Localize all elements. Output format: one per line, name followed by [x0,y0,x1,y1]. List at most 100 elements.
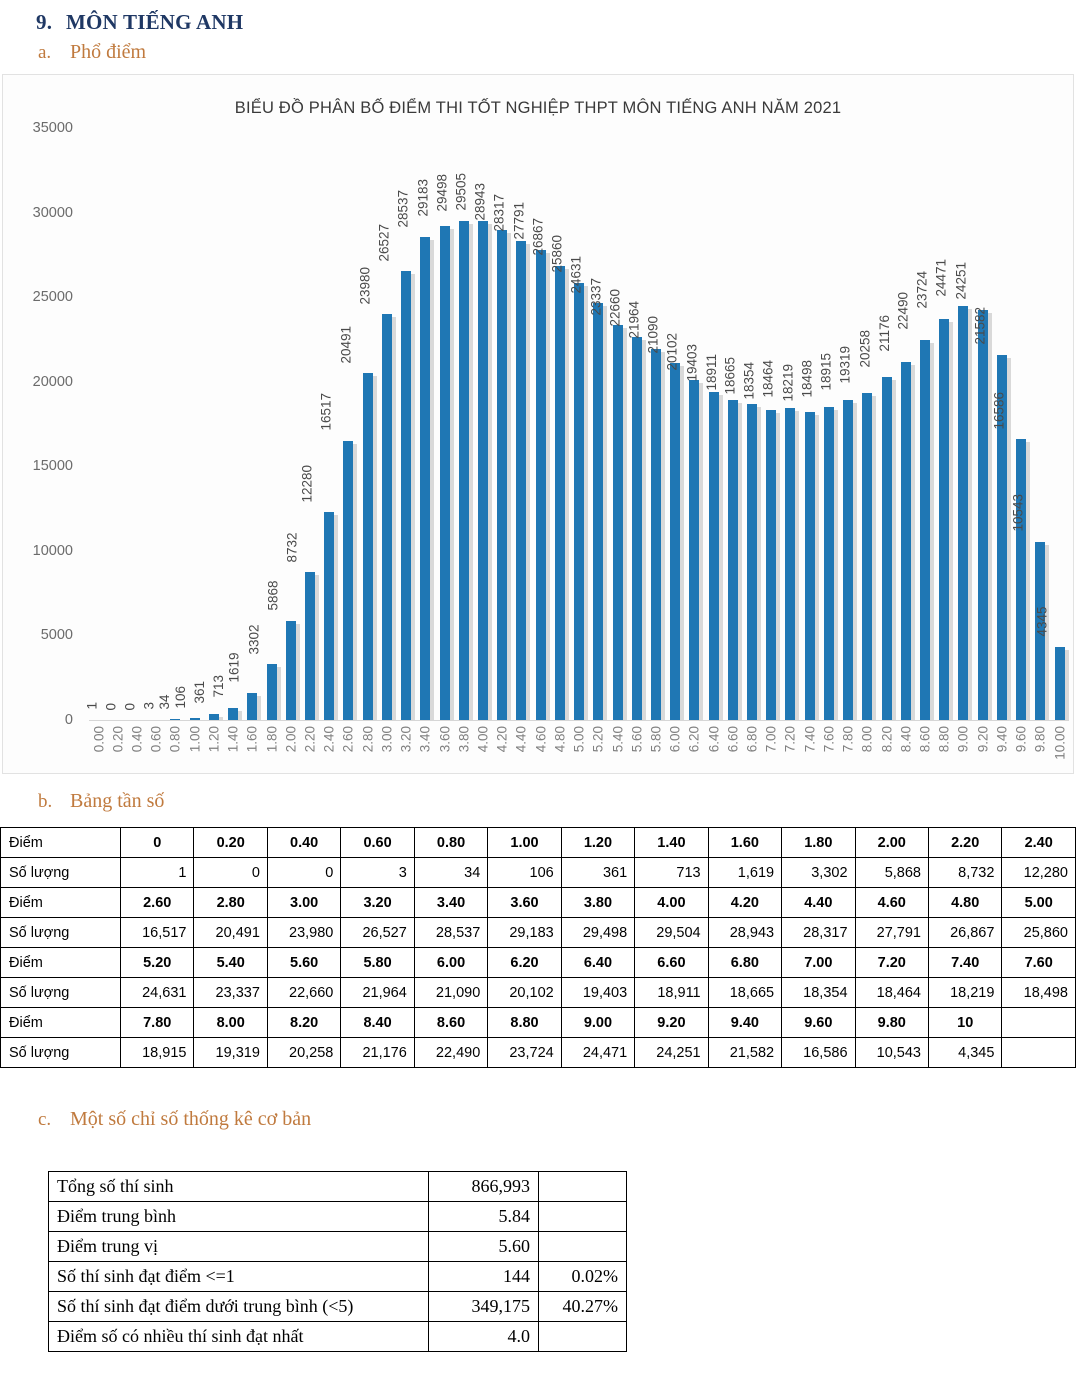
bar-value-label: 29183 [415,178,431,217]
bar-column: 4345 [1034,128,1069,721]
score-cell: 9.60 [781,1007,856,1038]
x-axis-tick: 4.00 [475,726,491,753]
score-cell: 1.20 [560,827,636,858]
stat-value: 866,993 [428,1171,539,1202]
x-axis-tick: 9.60 [1013,726,1029,753]
bar-value-label: 106 [172,685,188,709]
row-header-so-luong: Số lượng [0,977,121,1008]
count-cell: 21,090 [413,977,489,1008]
bar-column: 29505 [454,128,492,721]
x-axis-tick: 7.20 [782,726,798,753]
bar: 20258 [857,330,896,720]
bar-column: 28943 [473,128,512,720]
bar-value-label: 713 [211,675,227,698]
bar: 20491 [338,326,377,720]
bar-column: 29498 [434,128,473,720]
score-cell: 2.40 [1001,827,1076,858]
x-axis-tick: 4.20 [494,726,510,753]
x-axis-tick: 6.20 [686,726,702,753]
x-axis-tick: 3.20 [398,726,414,753]
score-cell: 0.40 [266,827,342,858]
x-axis-tick: 7.00 [763,726,779,753]
table-row: Tổng số thí sinh 866,993 [48,1171,627,1202]
bar-value-label: 18498 [799,359,815,398]
score-cell: 10 [927,1007,1003,1038]
x-axis-tick: 5.00 [571,726,587,753]
bar-column: 27791 [511,128,550,721]
count-cell: 18,665 [707,977,783,1008]
frequency-table: Điểm 0 0.20 0.40 0.60 0.80 1.00 1.20 1.40 1.60 1.8… [0,827,1076,1068]
bar-column: 23980 [358,128,396,720]
bar-column: 21582 [973,128,1011,721]
bar-column: 0 [123,128,146,720]
subheading-b-letter: b. [38,791,53,812]
y-axis-tick: 15000 [32,458,73,475]
count-cell: 29,504 [634,917,709,948]
x-axis-tick: 9.00 [955,726,971,753]
x-axis-tick: 2.60 [340,726,356,753]
bar-column: 24631 [569,128,608,720]
count-cell: 18,219 [927,977,1003,1008]
count-cell: 28,317 [781,917,856,948]
bar: 25860 [550,235,589,721]
x-axis-tick: 8.20 [878,726,894,753]
bar: 23980 [358,267,396,720]
bar-value-label: 18915 [818,352,834,391]
count-cell: 26,867 [927,917,1003,948]
bar-column: 12280 [300,128,339,720]
subheading-pho-diem: a. Phổ điểm [0,35,1076,64]
bar-column: 3302 [246,128,281,720]
score-cell: 6.80 [707,947,783,978]
x-axis-tick: 1.40 [225,726,241,753]
bar-value-label: 18911 [704,353,720,391]
score-cell: 6.00 [413,947,489,978]
row-header-diem: Điểm [0,1007,121,1038]
count-cell: 5,868 [854,857,929,888]
bar: 22660 [607,289,646,721]
score-cell: 2.80 [193,887,268,918]
count-cell: 3,302 [781,857,856,888]
count-cell: 0 [266,857,342,888]
bar-column: 18665 [723,128,762,720]
bar: 21176 [877,315,915,721]
table-row: Điểm số có nhiều thí sinh đạt nhất 4.0 [48,1321,627,1352]
count-cell: 18,911 [634,977,709,1008]
bar-value-label: 19319 [838,345,854,384]
x-axis-tick: 7.80 [840,726,856,753]
bar: 20102 [665,332,704,720]
count-cell [1001,1037,1076,1068]
bar-value-label: 20491 [338,325,354,364]
x-axis-tick: 8.80 [936,726,952,753]
x-axis-tick: 2.00 [283,726,299,753]
score-cell: 9.40 [707,1007,783,1038]
score-cell: 6.20 [487,947,562,978]
bar-value-label: 361 [192,681,208,704]
bar-column: 24471 [934,128,973,720]
bar-value-label: 18665 [722,356,738,395]
count-cell: 20,258 [266,1037,342,1068]
bar-column: 1 [84,128,108,720]
bar-value-label: 28317 [492,193,508,232]
stat-percent [538,1201,627,1232]
x-axis-tick: 9.20 [974,726,990,753]
bar-value-label: 24251 [953,262,969,300]
score-cell: 2.20 [927,827,1003,858]
bar-column: 24251 [953,128,992,721]
score-cell: 3.40 [413,887,489,918]
count-cell: 24,631 [119,977,195,1008]
bar-value-label: 0 [103,702,119,710]
y-axis-tick: 35000 [32,120,73,136]
x-axis-tick: 3.40 [417,726,433,753]
score-cell: 9.00 [560,1007,636,1038]
x-axis-tick: 0.60 [148,726,164,753]
bar: 29498 [434,174,473,720]
x-axis-tick: 5.80 [648,726,664,753]
score-cell: 2.60 [119,887,195,918]
y-axis-tick: 0 [64,712,73,728]
bar-value-label: 12280 [299,464,315,503]
bar-value-label: 3 [142,702,158,710]
bar-column: 16517 [319,128,358,721]
bar-value-label: 20258 [857,329,873,368]
bar-column: 21090 [646,128,685,720]
subheading-c-letter: c. [38,1109,52,1130]
